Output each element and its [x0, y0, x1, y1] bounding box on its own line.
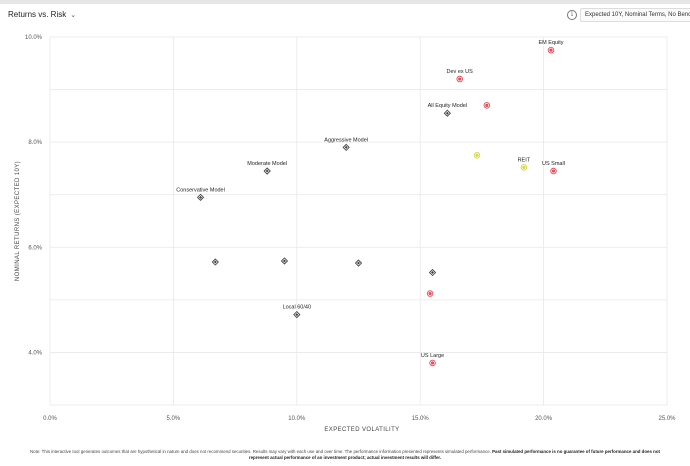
data-point-11[interactable]	[280, 257, 289, 265]
marker-dot	[428, 291, 432, 296]
marker-dot	[430, 361, 435, 365]
data-points: EM Equity Dev ex US All Equity Model Aggres…	[176, 40, 565, 367]
point-label: REIT	[518, 157, 531, 163]
marker-dot	[458, 77, 462, 81]
data-point-13[interactable]	[428, 268, 437, 277]
data-point-0[interactable]: EM Equity	[538, 40, 564, 54]
marker-dot	[522, 165, 526, 169]
marker-dot	[551, 169, 556, 173]
info-icon[interactable]: i	[567, 10, 577, 20]
marker-diamond-inner	[357, 261, 360, 265]
data-point-7[interactable]: US Small	[542, 161, 565, 175]
y-tick-label: 6.0%	[28, 245, 42, 251]
point-label: Aggressive Model	[324, 137, 368, 143]
point-label: Dev ex US	[447, 69, 474, 75]
marker-diamond-inner	[282, 259, 286, 263]
settings-summary-button[interactable]: Expected 10Y, Nominal Terms, No Benchmar…	[580, 8, 690, 22]
x-axis-ticks: 0.0% 5.0% 10.0% 15.0% 20.0% 25.0%	[43, 416, 676, 422]
marker-diamond-inner	[295, 313, 299, 317]
point-label: All Equity Model	[428, 103, 467, 109]
x-tick-label: 20.0%	[535, 416, 553, 422]
chart-header: Returns vs. Risk ⌄ i Expected 10Y, Nomin…	[0, 4, 690, 26]
data-point-2[interactable]	[483, 102, 491, 109]
point-label: US Large	[421, 353, 444, 359]
marker-dot	[485, 103, 489, 107]
y-axis-label: NOMINAL RETURNS (EXPECTED 10Y)	[15, 161, 21, 281]
data-point-4[interactable]: Aggressive Model	[324, 137, 368, 152]
y-tick-label: 4.0%	[28, 350, 42, 356]
data-point-10[interactable]	[211, 258, 219, 266]
marker-dot	[475, 153, 479, 157]
marker-diamond-inner	[265, 169, 269, 173]
data-point-16[interactable]: US Large	[421, 353, 444, 367]
point-label: Local 60/40	[283, 305, 311, 311]
marker-diamond-inner	[431, 271, 435, 275]
x-tick-label: 15.0%	[412, 416, 430, 422]
marker-diamond-inner	[445, 111, 449, 115]
x-tick-label: 5.0%	[167, 416, 181, 422]
disclaimer-regular: Note: This interactive tool generates ou…	[30, 449, 491, 454]
grid-lines	[49, 36, 668, 406]
x-tick-label: 25.0%	[658, 416, 676, 422]
data-point-5[interactable]	[473, 152, 481, 159]
marker-dot	[549, 48, 553, 52]
data-point-12[interactable]	[354, 259, 363, 267]
data-point-15[interactable]: Local 60/40	[283, 305, 311, 319]
disclaimer-bold: Past simulated performance is no guarant…	[248, 449, 660, 460]
x-tick-label: 10.0%	[288, 416, 306, 422]
data-point-9[interactable]: Conservative Model	[176, 187, 225, 201]
marker-diamond-inner	[344, 145, 348, 149]
point-label: US Small	[542, 161, 565, 167]
data-point-6[interactable]: REIT	[518, 157, 531, 171]
disclaimer-note: Note: This interactive tool generates ou…	[20, 449, 670, 461]
y-tick-label: 8.0%	[28, 140, 42, 146]
point-label: EM Equity	[538, 40, 563, 46]
chart-title: Returns vs. Risk	[8, 10, 67, 19]
y-axis-ticks: 4.0% 6.0% 8.0% 10.0%	[25, 35, 43, 356]
chart-title-dropdown[interactable]: Returns vs. Risk ⌄	[8, 10, 76, 19]
point-label: Moderate Model	[247, 161, 287, 167]
marker-diamond-inner	[213, 260, 217, 264]
x-axis-label: EXPECTED VOLATILITY	[324, 427, 399, 433]
marker-diamond-inner	[199, 195, 203, 199]
point-label: Conservative Model	[176, 187, 225, 193]
y-tick-label: 10.0%	[25, 35, 43, 41]
data-point-1[interactable]: Dev ex US	[447, 69, 474, 83]
x-tick-label: 0.0%	[43, 416, 57, 422]
data-point-3[interactable]: All Equity Model	[428, 103, 467, 117]
top-border	[0, 0, 690, 4]
data-point-14[interactable]	[426, 290, 434, 297]
data-point-8[interactable]: Moderate Model	[247, 161, 287, 175]
chevron-down-icon: ⌄	[70, 11, 77, 19]
